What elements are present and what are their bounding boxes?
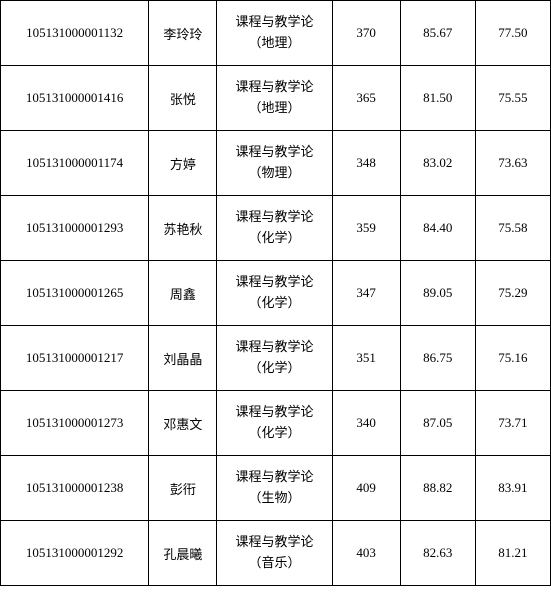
- table-row: 105131000001293苏艳秋课程与教学论（化学）35984.4075.5…: [1, 196, 551, 261]
- cell-subject: 课程与教学论（地理）: [217, 66, 332, 131]
- cell-score3: 73.63: [475, 131, 550, 196]
- cell-name: 苏艳秋: [149, 196, 217, 261]
- cell-score3: 75.16: [475, 326, 550, 391]
- cell-score3: 81.21: [475, 521, 550, 586]
- subject-line2: （物理）: [219, 163, 329, 184]
- cell-name: 邓惠文: [149, 391, 217, 456]
- cell-name: 方婷: [149, 131, 217, 196]
- subject-line1: 课程与教学论: [219, 207, 329, 228]
- table-body: 105131000001132李玲玲课程与教学论（地理）37085.6777.5…: [1, 1, 551, 586]
- table-row: 105131000001217刘晶晶课程与教学论（化学）35186.7575.1…: [1, 326, 551, 391]
- cell-score2: 88.82: [400, 456, 475, 521]
- data-table: 105131000001132李玲玲课程与教学论（地理）37085.6777.5…: [0, 0, 551, 586]
- cell-subject: 课程与教学论（地理）: [217, 1, 332, 66]
- subject-line1: 课程与教学论: [219, 77, 329, 98]
- cell-id: 105131000001416: [1, 66, 149, 131]
- subject-line2: （音乐）: [219, 553, 329, 574]
- table-row: 105131000001416张悦课程与教学论（地理）36581.5075.55: [1, 66, 551, 131]
- cell-subject: 课程与教学论（物理）: [217, 131, 332, 196]
- cell-id: 105131000001132: [1, 1, 149, 66]
- cell-score1: 403: [332, 521, 400, 586]
- table-row: 105131000001238彭衎课程与教学论（生物）40988.8283.91: [1, 456, 551, 521]
- table-row: 105131000001265周鑫课程与教学论（化学）34789.0575.29: [1, 261, 551, 326]
- cell-score1: 351: [332, 326, 400, 391]
- cell-subject: 课程与教学论（化学）: [217, 391, 332, 456]
- subject-line1: 课程与教学论: [219, 402, 329, 423]
- subject-line2: （化学）: [219, 358, 329, 379]
- subject-line2: （生物）: [219, 488, 329, 509]
- cell-score1: 340: [332, 391, 400, 456]
- cell-name: 周鑫: [149, 261, 217, 326]
- table-row: 105131000001174方婷课程与教学论（物理）34883.0273.63: [1, 131, 551, 196]
- cell-score1: 347: [332, 261, 400, 326]
- cell-score2: 89.05: [400, 261, 475, 326]
- cell-id: 105131000001217: [1, 326, 149, 391]
- cell-id: 105131000001265: [1, 261, 149, 326]
- cell-score1: 348: [332, 131, 400, 196]
- subject-line2: （化学）: [219, 423, 329, 444]
- cell-score1: 359: [332, 196, 400, 261]
- table-row: 105131000001273邓惠文课程与教学论（化学）34087.0573.7…: [1, 391, 551, 456]
- table-row: 105131000001292孔晨曦课程与教学论（音乐）40382.6381.2…: [1, 521, 551, 586]
- cell-name: 孔晨曦: [149, 521, 217, 586]
- subject-line2: （化学）: [219, 293, 329, 314]
- subject-line1: 课程与教学论: [219, 272, 329, 293]
- cell-subject: 课程与教学论（化学）: [217, 326, 332, 391]
- cell-subject: 课程与教学论（音乐）: [217, 521, 332, 586]
- subject-line2: （化学）: [219, 228, 329, 249]
- cell-id: 105131000001292: [1, 521, 149, 586]
- subject-line1: 课程与教学论: [219, 337, 329, 358]
- subject-line1: 课程与教学论: [219, 532, 329, 553]
- subject-line1: 课程与教学论: [219, 12, 329, 33]
- cell-score3: 75.58: [475, 196, 550, 261]
- cell-score3: 83.91: [475, 456, 550, 521]
- subject-line1: 课程与教学论: [219, 467, 329, 488]
- cell-score2: 85.67: [400, 1, 475, 66]
- cell-subject: 课程与教学论（化学）: [217, 196, 332, 261]
- cell-score3: 77.50: [475, 1, 550, 66]
- cell-score1: 370: [332, 1, 400, 66]
- cell-score3: 75.55: [475, 66, 550, 131]
- subject-line1: 课程与教学论: [219, 142, 329, 163]
- cell-score3: 75.29: [475, 261, 550, 326]
- cell-score2: 82.63: [400, 521, 475, 586]
- table-row: 105131000001132李玲玲课程与教学论（地理）37085.6777.5…: [1, 1, 551, 66]
- cell-score2: 84.40: [400, 196, 475, 261]
- cell-id: 105131000001174: [1, 131, 149, 196]
- cell-id: 105131000001293: [1, 196, 149, 261]
- cell-name: 李玲玲: [149, 1, 217, 66]
- cell-subject: 课程与教学论（生物）: [217, 456, 332, 521]
- cell-score1: 409: [332, 456, 400, 521]
- cell-score3: 73.71: [475, 391, 550, 456]
- cell-name: 刘晶晶: [149, 326, 217, 391]
- cell-score2: 81.50: [400, 66, 475, 131]
- cell-score2: 83.02: [400, 131, 475, 196]
- cell-id: 105131000001238: [1, 456, 149, 521]
- cell-subject: 课程与教学论（化学）: [217, 261, 332, 326]
- cell-score2: 86.75: [400, 326, 475, 391]
- subject-line2: （地理）: [219, 98, 329, 119]
- cell-name: 张悦: [149, 66, 217, 131]
- cell-score2: 87.05: [400, 391, 475, 456]
- cell-id: 105131000001273: [1, 391, 149, 456]
- subject-line2: （地理）: [219, 33, 329, 54]
- cell-name: 彭衎: [149, 456, 217, 521]
- cell-score1: 365: [332, 66, 400, 131]
